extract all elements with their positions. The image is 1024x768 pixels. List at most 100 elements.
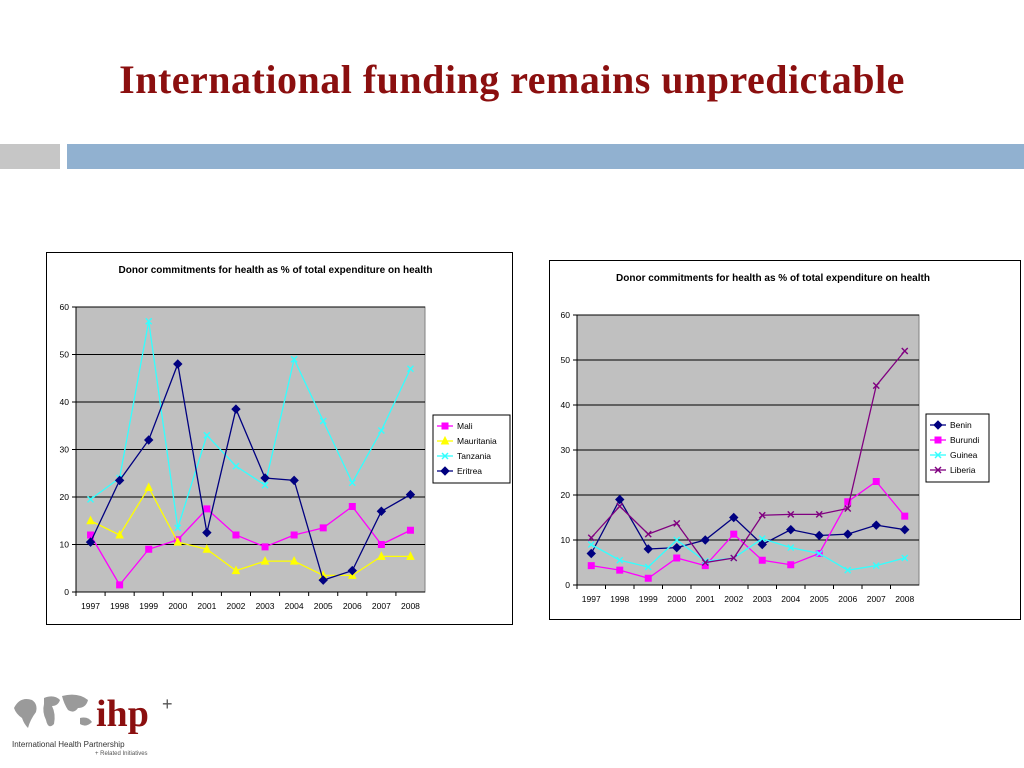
series-line: [590, 350, 906, 564]
series-line: [591, 480, 906, 579]
data-point: [787, 510, 795, 518]
marker-stroke: [901, 554, 909, 562]
data-point: [901, 554, 909, 562]
data-point: [844, 498, 852, 506]
data-point: [587, 541, 595, 548]
chart-svg: Donor commitments for health as % of tot…: [561, 273, 990, 604]
data-point: [673, 519, 681, 527]
data-point: [203, 505, 211, 513]
legend-label: Tanzania: [457, 451, 491, 461]
logo-caption: International Health Partnership: [12, 740, 125, 749]
marker-stroke: [348, 479, 356, 487]
data-point: [787, 544, 795, 552]
data-point: [231, 565, 241, 575]
series-line: [90, 486, 411, 577]
data-point: [174, 524, 182, 532]
legend-item-mauritania: Mauritania: [437, 435, 497, 446]
marker-stroke: [758, 535, 766, 543]
x-tick-label: 2008: [401, 601, 420, 611]
data-point: [730, 530, 738, 538]
chart-title: Donor commitments for health as % of tot…: [119, 265, 433, 276]
data-point: [202, 527, 212, 538]
legend-marker: [934, 436, 942, 444]
legend-marker: [441, 452, 449, 460]
chart-west-africa-left: Donor commitments for health as % of tot…: [46, 252, 513, 625]
marker-stroke: [701, 559, 709, 566]
logo-subcaption: + Related Initiatives: [95, 751, 148, 757]
legend-item-liberia: Liberia: [930, 465, 976, 475]
marker-stroke: [730, 554, 738, 562]
data-point: [173, 537, 183, 546]
marker-stroke: [616, 502, 624, 510]
x-tick-label: 2008: [895, 594, 914, 604]
x-tick-label: 2005: [810, 594, 829, 604]
legend-label: Liberia: [950, 465, 976, 475]
data-point: [377, 541, 385, 548]
chart-svg: Donor commitments for health as % of tot…: [60, 265, 511, 611]
data-point: [644, 574, 652, 582]
data-point: [202, 544, 212, 553]
marker-stroke: [934, 466, 942, 474]
data-point: [844, 505, 852, 512]
data-point: [815, 550, 823, 557]
logo-plus: +: [162, 694, 173, 714]
data-point: [319, 524, 327, 532]
legend: Benin Burundi Guinea Liberia: [925, 413, 990, 483]
data-point: [406, 526, 414, 534]
data-point: [673, 554, 681, 562]
marker-stroke: [587, 541, 595, 548]
data-point: [203, 431, 211, 439]
data-point: [871, 520, 881, 530]
marker-stroke: [644, 563, 652, 571]
marker-stroke: [290, 355, 298, 363]
data-point: [405, 489, 416, 500]
marker-stroke: [377, 427, 385, 434]
header-accent-grey: [0, 144, 60, 169]
y-tick-label: 20: [561, 490, 571, 500]
marker-stroke: [673, 536, 681, 544]
x-tick-label: 2000: [168, 601, 187, 611]
slide-title: International funding remains unpredicta…: [119, 57, 905, 102]
x-tick-label: 2003: [753, 594, 772, 604]
legend-label: Burundi: [950, 435, 979, 445]
x-tick-label: 2000: [667, 594, 686, 604]
y-tick-label: 10: [60, 540, 70, 550]
data-point: [145, 545, 153, 553]
marker-stroke: [644, 530, 652, 538]
data-point: [231, 404, 241, 414]
marker-stroke: [441, 452, 449, 460]
marker-stroke: [232, 462, 240, 470]
data-point: [844, 566, 852, 574]
chart-title: Donor commitments for health as % of tot…: [616, 273, 930, 284]
data-point: [758, 511, 766, 519]
data-point: [616, 556, 624, 564]
y-tick-label: 60: [561, 310, 571, 320]
data-point: [872, 478, 880, 485]
data-point: [616, 502, 624, 510]
logo-mark: ihp: [96, 693, 149, 735]
data-point: [377, 551, 386, 560]
marker-stroke: [616, 556, 624, 564]
marker-stroke: [872, 562, 880, 570]
data-point: [348, 479, 356, 487]
data-point: [232, 531, 240, 539]
x-tick-label: 2001: [197, 601, 216, 611]
legend-label: Eritrea: [457, 466, 482, 476]
data-point: [318, 575, 328, 585]
marker-stroke: [87, 495, 95, 503]
series-line: [89, 361, 411, 581]
legend-label: Guinea: [950, 450, 978, 460]
marker-stroke: [844, 566, 852, 574]
data-point: [616, 566, 624, 574]
marker-stroke: [872, 382, 880, 390]
marker-stroke: [406, 365, 414, 373]
x-tick-label: 2004: [285, 601, 304, 611]
legend-label: Benin: [950, 420, 972, 430]
legend-label: Mauritania: [457, 436, 497, 446]
world-map-icon: ihp +: [14, 693, 173, 735]
marker-stroke: [587, 534, 595, 542]
data-point: [348, 503, 356, 510]
data-point: [319, 417, 327, 425]
data-point: [872, 562, 880, 570]
series-mauritania: [86, 482, 415, 579]
